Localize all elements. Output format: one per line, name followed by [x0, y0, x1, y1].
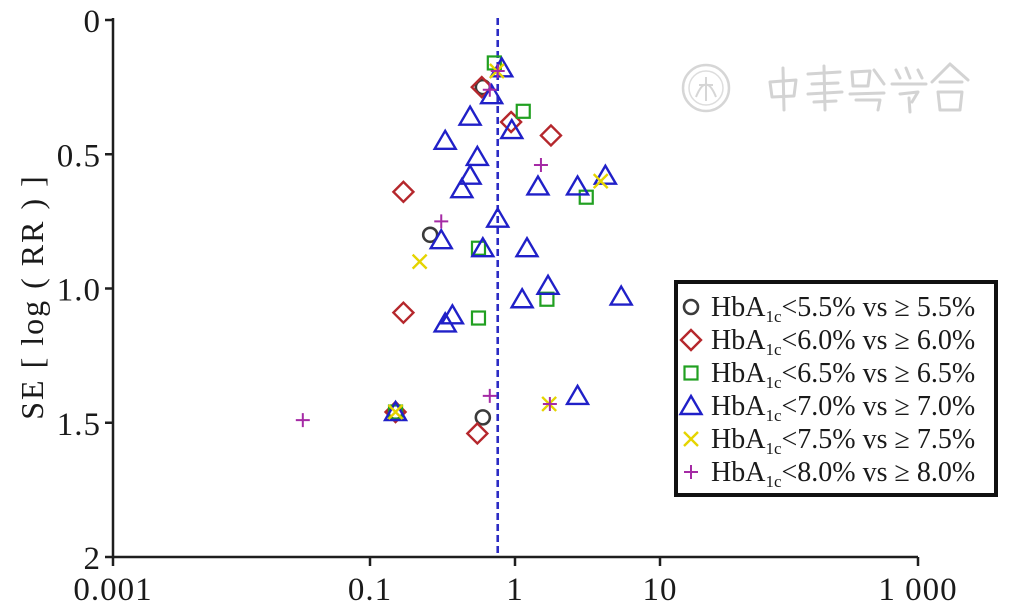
- plus-data-point: [490, 64, 505, 79]
- triangle-data-point: [564, 174, 591, 196]
- x-data-point: [411, 253, 428, 270]
- y-axis-label: SE [ log ( RR ) ]: [14, 174, 50, 420]
- legend-label: HbA1c<7.5% vs ≥ 7.5%: [711, 424, 975, 458]
- diamond-data-point: [465, 421, 490, 446]
- x-tick-label: 0.1: [348, 572, 392, 608]
- series-4: [382, 55, 634, 422]
- y-tick-label: 1.5: [57, 407, 101, 443]
- triangle-data-point: [592, 163, 618, 185]
- triangle-data-point: [509, 286, 535, 309]
- plus-data-point: [482, 388, 497, 403]
- plus-data-point: [533, 157, 548, 172]
- triangle-data-point: [382, 399, 409, 422]
- circle-data-point: [474, 409, 492, 426]
- triangle-data-point: [432, 128, 458, 151]
- legend-circle-icon: [682, 298, 700, 316]
- legend-entry: HbA1c<7.5% vs ≥ 7.5%: [683, 424, 975, 458]
- legend-label: HbA1c<6.0% vs ≥ 6.0%: [711, 325, 975, 359]
- y-tick-label: 2: [84, 541, 102, 577]
- triangle-data-point: [449, 176, 475, 199]
- legend-label: HbA1c<8.0% vs ≥ 8.0%: [711, 457, 975, 491]
- plus-data-point: [434, 214, 449, 229]
- triangle-data-point: [479, 82, 505, 105]
- plus-data-point: [542, 396, 557, 411]
- watermark-logo: [681, 62, 970, 114]
- legend-entry: HbA1c<6.5% vs ≥ 6.5%: [683, 358, 975, 392]
- x-tick-label: 10: [643, 572, 678, 608]
- diamond-data-point: [470, 75, 494, 99]
- x-tick-label: 1 000: [878, 572, 957, 608]
- legend-entry: HbA1c<5.5% vs ≥ 5.5%: [682, 292, 975, 326]
- triangle-data-point: [499, 117, 525, 140]
- triangle-data-point: [439, 302, 465, 325]
- axes: 0 0.5 1.0 1.5 20.001 0.1 1 10 1 000 SE [ log ( RR…: [14, 4, 957, 608]
- square-data-point: [470, 240, 487, 256]
- triangle-data-point: [564, 383, 591, 406]
- x-tick-label: 1: [506, 572, 524, 608]
- x-tick-label: 0.001: [73, 572, 152, 608]
- watermark-lettering: [768, 62, 970, 114]
- series-3: [387, 55, 594, 420]
- legend-entry: HbA1c<7.0% vs ≥ 7.0%: [678, 391, 975, 425]
- y-tick-label: 0.5: [57, 138, 101, 174]
- legend-x-icon: [683, 431, 699, 447]
- diamond-data-point: [391, 300, 416, 325]
- y-tick-label: 0: [84, 4, 102, 40]
- data-points: [295, 55, 634, 446]
- series-6: [295, 64, 557, 428]
- legend-box: [674, 280, 998, 497]
- diamond-data-point: [539, 123, 563, 148]
- legend-entry: HbA1c<8.0% vs ≥ 8.0%: [684, 457, 975, 491]
- triangle-data-point: [428, 227, 454, 250]
- triangle-data-point: [535, 273, 561, 296]
- triangle-data-point: [485, 206, 511, 228]
- legend-label: HbA1c<6.5% vs ≥ 6.5%: [711, 358, 975, 392]
- triangle-data-point: [470, 235, 496, 258]
- watermark-seal-icon: [681, 63, 731, 113]
- diamond-data-point: [391, 180, 416, 204]
- legend-label: HbA1c<5.5% vs ≥ 5.5%: [711, 292, 975, 326]
- legend-label: HbA1c<7.0% vs ≥ 7.0%: [711, 391, 975, 425]
- triangle-data-point: [608, 284, 634, 306]
- legend: HbA1c<5.5% vs ≥ 5.5%HbA1c<6.0% vs ≥ 6.0%…: [674, 280, 998, 497]
- legend-diamond-icon: [679, 328, 703, 352]
- legend-plus-icon: [684, 465, 698, 479]
- triangle-data-point: [525, 174, 551, 196]
- x-data-point: [387, 404, 404, 420]
- square-data-point: [470, 310, 487, 326]
- triangle-data-point: [457, 163, 483, 185]
- triangle-data-point: [432, 311, 458, 333]
- legend-square-icon: [683, 365, 699, 381]
- legend-entry: HbA1c<6.0% vs ≥ 6.0%: [679, 325, 975, 359]
- plus-data-point: [295, 413, 310, 428]
- triangle-data-point: [457, 104, 483, 126]
- triangle-data-point: [514, 235, 540, 258]
- triangle-data-point: [464, 144, 490, 167]
- legend-triangle-icon: [678, 393, 704, 416]
- x-data-point: [592, 173, 609, 189]
- square-data-point: [515, 103, 531, 119]
- y-tick-label: 1.0: [57, 273, 101, 309]
- plus-data-point: [482, 82, 497, 97]
- series-2: [383, 75, 563, 446]
